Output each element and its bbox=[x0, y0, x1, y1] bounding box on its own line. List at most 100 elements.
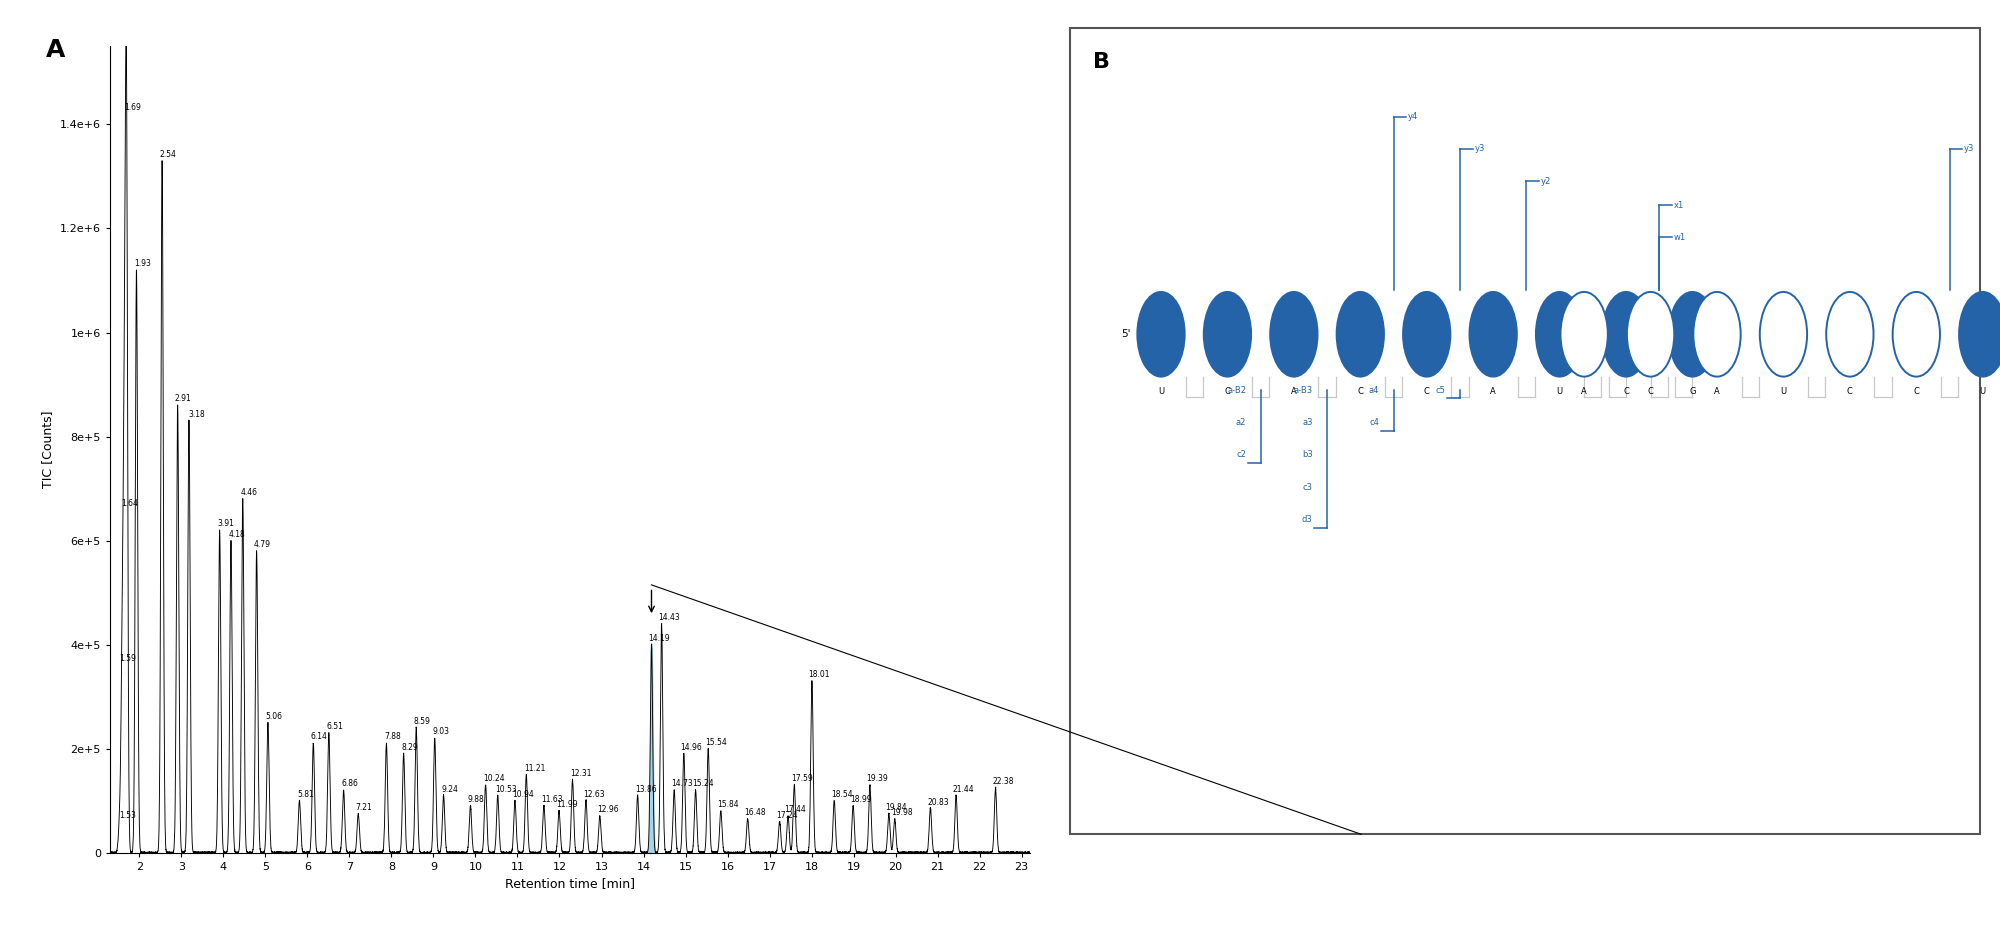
Ellipse shape bbox=[1602, 292, 1650, 376]
Ellipse shape bbox=[1668, 292, 1716, 376]
Text: 12.96: 12.96 bbox=[598, 806, 618, 814]
Text: 2.54: 2.54 bbox=[160, 150, 176, 159]
Text: 10.53: 10.53 bbox=[496, 784, 516, 794]
Text: 14.73: 14.73 bbox=[670, 780, 692, 788]
Text: 13.86: 13.86 bbox=[636, 784, 656, 794]
Text: 22.38: 22.38 bbox=[992, 777, 1014, 786]
Text: 7.88: 7.88 bbox=[384, 732, 400, 742]
Text: w1: w1 bbox=[1674, 233, 1686, 242]
Text: 19.84: 19.84 bbox=[886, 803, 908, 812]
Ellipse shape bbox=[1138, 292, 1184, 376]
Text: 14.19: 14.19 bbox=[648, 634, 670, 642]
Text: G: G bbox=[1690, 387, 1696, 396]
Text: 20.83: 20.83 bbox=[928, 797, 948, 806]
Text: 5': 5' bbox=[1122, 329, 1132, 339]
Text: a-B3: a-B3 bbox=[1294, 386, 1312, 395]
Text: 19.98: 19.98 bbox=[892, 808, 912, 817]
Text: C: C bbox=[1624, 387, 1628, 396]
Text: 15.84: 15.84 bbox=[718, 800, 740, 809]
Text: a4: a4 bbox=[1368, 386, 1378, 395]
Text: C: C bbox=[1914, 387, 1920, 396]
Text: 15.54: 15.54 bbox=[704, 738, 726, 746]
Text: C: C bbox=[1648, 387, 1654, 396]
Text: 10.94: 10.94 bbox=[512, 790, 534, 799]
Text: 17.59: 17.59 bbox=[790, 774, 812, 783]
Text: C: C bbox=[1224, 387, 1230, 396]
Ellipse shape bbox=[1270, 292, 1318, 376]
Text: C: C bbox=[1424, 387, 1430, 396]
Text: U: U bbox=[1158, 387, 1164, 396]
Text: 4.46: 4.46 bbox=[240, 488, 258, 497]
Text: A: A bbox=[1490, 387, 1496, 396]
Text: A: A bbox=[46, 38, 64, 62]
Text: 1.59: 1.59 bbox=[120, 654, 136, 663]
Text: a-B2: a-B2 bbox=[1228, 386, 1246, 395]
Text: y4: y4 bbox=[1408, 112, 1418, 121]
Text: 2.91: 2.91 bbox=[174, 394, 192, 403]
Text: 9.88: 9.88 bbox=[468, 795, 484, 804]
Ellipse shape bbox=[1404, 292, 1450, 376]
Text: 18.99: 18.99 bbox=[850, 795, 872, 804]
Text: x1: x1 bbox=[1674, 201, 1684, 210]
Ellipse shape bbox=[1826, 292, 1874, 376]
Text: 19.39: 19.39 bbox=[866, 774, 888, 783]
Text: 3.91: 3.91 bbox=[218, 519, 234, 528]
Text: 1.69: 1.69 bbox=[124, 103, 140, 112]
Text: B: B bbox=[1092, 52, 1110, 72]
Text: c5: c5 bbox=[1436, 386, 1446, 395]
Text: 16.48: 16.48 bbox=[744, 808, 766, 817]
Text: 14.43: 14.43 bbox=[658, 613, 680, 622]
Text: 1.93: 1.93 bbox=[134, 259, 150, 268]
Ellipse shape bbox=[1960, 292, 2000, 376]
Ellipse shape bbox=[1626, 292, 1674, 376]
Text: C: C bbox=[1846, 387, 1852, 396]
Text: 8.29: 8.29 bbox=[402, 743, 418, 752]
Text: A: A bbox=[1290, 387, 1296, 396]
Text: c4: c4 bbox=[1370, 418, 1378, 427]
Ellipse shape bbox=[1560, 292, 1608, 376]
Text: 10.24: 10.24 bbox=[484, 774, 504, 783]
Y-axis label: TIC [Counts]: TIC [Counts] bbox=[42, 411, 54, 489]
Text: A: A bbox=[1582, 387, 1588, 396]
Text: 15.24: 15.24 bbox=[692, 780, 714, 788]
Text: A: A bbox=[1714, 387, 1720, 396]
Text: 1.64: 1.64 bbox=[122, 500, 138, 508]
Text: a3: a3 bbox=[1302, 418, 1312, 427]
Text: U: U bbox=[1556, 387, 1562, 396]
Text: y2: y2 bbox=[1540, 176, 1552, 185]
Text: 18.01: 18.01 bbox=[808, 670, 830, 679]
Text: 4.79: 4.79 bbox=[254, 540, 272, 549]
Text: 5': 5' bbox=[1544, 329, 1554, 339]
Text: C: C bbox=[1358, 387, 1364, 396]
Text: 8.59: 8.59 bbox=[414, 717, 430, 726]
Text: 5.06: 5.06 bbox=[266, 712, 282, 720]
Text: 21.44: 21.44 bbox=[952, 784, 974, 794]
Text: 11.21: 11.21 bbox=[524, 764, 546, 773]
Text: 11.63: 11.63 bbox=[542, 795, 564, 804]
Text: 12.63: 12.63 bbox=[584, 790, 606, 799]
Ellipse shape bbox=[1694, 292, 1740, 376]
Text: c3: c3 bbox=[1302, 483, 1312, 491]
Ellipse shape bbox=[1470, 292, 1516, 376]
Text: 12.31: 12.31 bbox=[570, 768, 592, 778]
Ellipse shape bbox=[1204, 292, 1252, 376]
Text: 17.44: 17.44 bbox=[784, 806, 806, 814]
Text: 9.24: 9.24 bbox=[442, 784, 458, 794]
Text: d3: d3 bbox=[1302, 514, 1312, 524]
Text: 17.24: 17.24 bbox=[776, 810, 798, 819]
Ellipse shape bbox=[1336, 292, 1384, 376]
Text: 6.86: 6.86 bbox=[342, 780, 358, 788]
Text: c2: c2 bbox=[1236, 451, 1246, 460]
Text: y3: y3 bbox=[1964, 145, 1974, 153]
Text: b3: b3 bbox=[1302, 451, 1312, 460]
X-axis label: Retention time [min]: Retention time [min] bbox=[504, 878, 636, 891]
Text: 6.51: 6.51 bbox=[326, 722, 344, 731]
Text: 3.18: 3.18 bbox=[188, 410, 204, 419]
Text: 5.81: 5.81 bbox=[296, 790, 314, 799]
Text: 18.54: 18.54 bbox=[830, 790, 852, 799]
Text: U: U bbox=[1780, 387, 1786, 396]
Text: 1.53: 1.53 bbox=[118, 810, 136, 819]
Text: a2: a2 bbox=[1236, 418, 1246, 427]
Text: 3': 3' bbox=[1722, 329, 1732, 339]
Text: 7.21: 7.21 bbox=[356, 803, 372, 812]
